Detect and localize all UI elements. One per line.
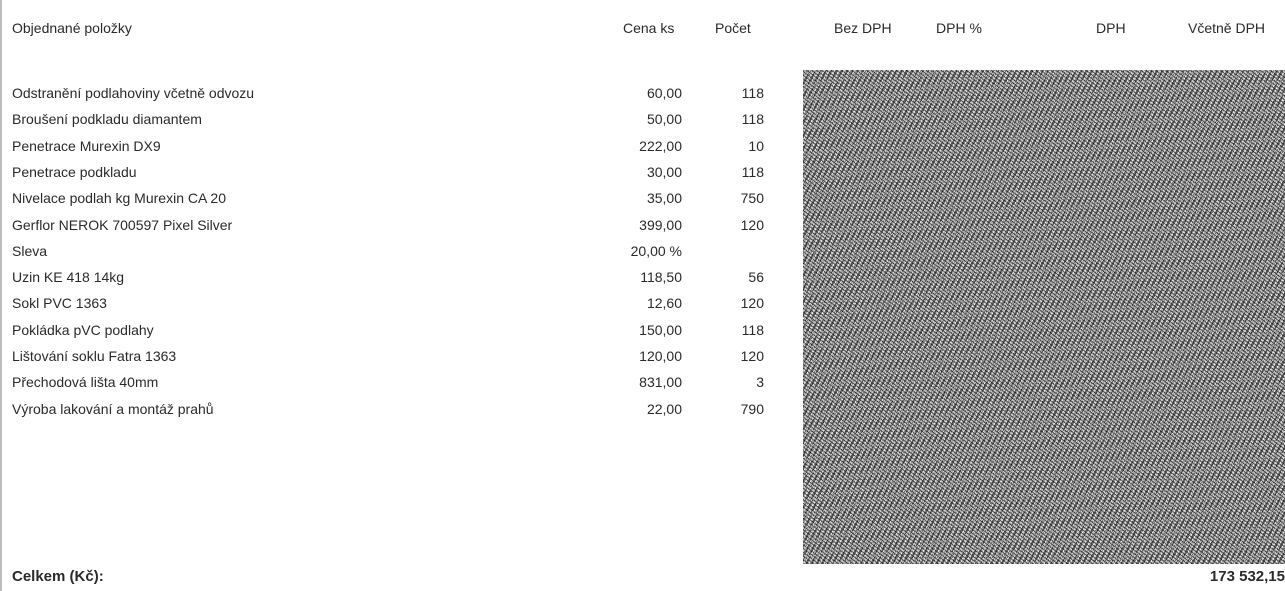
item-unit-price: 30,00 — [646, 164, 682, 180]
item-qty: 118 — [741, 322, 764, 338]
item-unit-price: 150,00 — [639, 322, 682, 338]
item-unit-price: 831,00 — [639, 374, 682, 390]
item-name: Broušení podkladu diamantem — [12, 111, 202, 127]
item-qty: 118 — [741, 85, 764, 101]
item-unit-price: 120,00 — [639, 348, 682, 364]
item-name: Přechodová lišta 40mm — [12, 374, 159, 390]
item-name: Penetrace podkladu — [12, 164, 137, 180]
redacted-area — [803, 70, 1285, 564]
total-label: Celkem (Kč): — [12, 568, 104, 585]
header-qty: Počet — [715, 20, 751, 36]
item-unit-price: 35,00 — [646, 190, 682, 206]
page-left-border — [0, 0, 2, 591]
header-items: Objednané položky — [12, 20, 132, 36]
item-qty: 120 — [740, 348, 764, 364]
item-unit-price: 399,00 — [639, 217, 682, 233]
item-unit-price: 12,60 — [646, 295, 682, 311]
item-qty: 118 — [741, 111, 764, 127]
item-name: Gerflor NEROK 700597 Pixel Silver — [12, 217, 233, 233]
item-qty: 120 — [740, 217, 764, 233]
header-vat-pct: DPH % — [936, 20, 982, 36]
item-name: Nivelace podlah kg Murexin CA 20 — [12, 190, 227, 206]
item-qty: 118 — [741, 164, 764, 180]
item-qty: 3 — [756, 374, 764, 390]
item-unit-price: 50,00 — [646, 111, 682, 127]
item-qty: 750 — [740, 190, 764, 206]
item-name: Lištování soklu Fatra 1363 — [12, 348, 177, 364]
item-name: Výroba lakování a montáž prahů — [12, 401, 214, 417]
header-no-vat: Bez DPH — [834, 20, 892, 36]
item-name: Penetrace Murexin DX9 — [12, 138, 161, 154]
item-qty: 790 — [740, 401, 764, 417]
item-unit-price: 118,50 — [640, 269, 682, 285]
item-name: Pokládka pVC podlahy — [12, 322, 154, 338]
total-value: 173 532,15 — [1209, 568, 1285, 585]
item-unit-price: 20,00 % — [630, 243, 682, 259]
item-unit-price: 22,00 — [646, 401, 682, 417]
item-qty: 56 — [748, 269, 764, 285]
item-unit-price: 60,00 — [646, 85, 682, 101]
item-unit-price: 222,00 — [639, 138, 682, 154]
item-qty: 120 — [740, 295, 764, 311]
header-with-vat: Včetně DPH — [1188, 20, 1266, 36]
header-unit-price: Cena ks — [623, 20, 675, 36]
header-vat: DPH — [1096, 20, 1126, 36]
item-qty: 10 — [748, 138, 764, 154]
item-name: Sokl PVC 1363 — [12, 295, 107, 311]
item-name: Uzin KE 418 14kg — [12, 269, 125, 285]
item-name: Sleva — [12, 243, 48, 259]
item-name: Odstranění podlahoviny včetně odvozu — [12, 85, 255, 101]
